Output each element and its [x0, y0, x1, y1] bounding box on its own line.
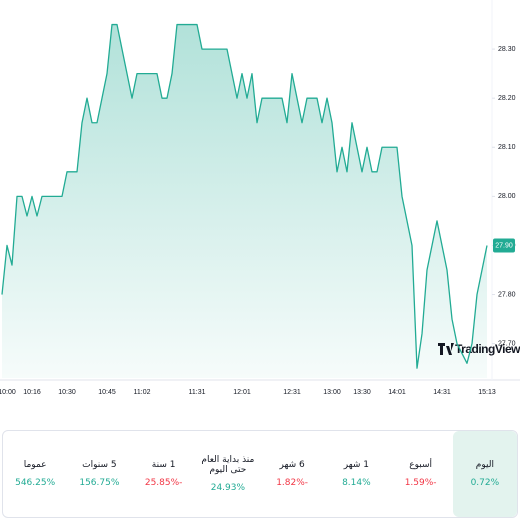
- period-change: 8.14%: [342, 478, 371, 488]
- last-price-badge: [493, 238, 515, 253]
- x-tick-label: 10:45: [98, 389, 116, 396]
- y-tick-label: 27.70: [498, 340, 516, 347]
- y-tick-label: 28.20: [498, 95, 516, 102]
- x-tick-label: 11:02: [134, 389, 151, 396]
- y-tick-label: 28.30: [498, 46, 516, 53]
- period-change: -25.85%: [144, 478, 183, 488]
- period-label: 1 شهر: [343, 460, 370, 470]
- period-change: 0.72%: [470, 478, 500, 488]
- x-tick-label: 12:31: [283, 389, 301, 396]
- period-label: أسبوع: [409, 460, 433, 470]
- period-change: 156.75%: [79, 478, 120, 488]
- x-tick-label: 10:00: [0, 389, 16, 396]
- period-change: -1.59%: [404, 478, 437, 488]
- performance-cell[interactable]: اليوم 0.72%: [452, 431, 517, 517]
- period-label: منذ بداية العام حتى اليوم: [201, 455, 255, 475]
- period-change: 24.93%: [210, 483, 246, 493]
- chart: TradingView 27.7027.8027.9028.0028.1028.…: [0, 0, 520, 396]
- x-tick-label: 13:30: [353, 389, 371, 396]
- x-tick-label: 14:31: [433, 389, 451, 396]
- period-change: 546.25%: [15, 478, 56, 488]
- period-label: 6 شهر: [279, 460, 305, 470]
- performance-cell[interactable]: 1 سنة -25.85%: [132, 431, 196, 517]
- performance-cell[interactable]: منذ بداية العام حتى اليوم 24.93%: [196, 431, 260, 517]
- period-change: -1.82%: [276, 478, 309, 488]
- x-tick-label: 10:30: [58, 389, 76, 396]
- performance-cell[interactable]: 5 سنوات 156.75%: [67, 431, 131, 517]
- y-tick-label: 27.80: [498, 291, 516, 298]
- x-tick-label: 13:00: [323, 389, 341, 396]
- x-tick-label: 15:13: [478, 389, 496, 396]
- last-price-label: 27.90: [495, 242, 513, 249]
- area-fill: [2, 24, 487, 379]
- y-tick-label: 28.10: [498, 144, 516, 151]
- tv-logo: [438, 343, 454, 355]
- performance-cell[interactable]: أسبوع -1.59%: [389, 431, 453, 517]
- x-tick-label: 10:16: [23, 389, 41, 396]
- period-label: عموما: [23, 460, 47, 470]
- period-label: اليوم: [475, 460, 494, 470]
- period-label: 5 سنوات: [82, 460, 117, 470]
- y-tick-label: 28.00: [498, 193, 516, 200]
- performance-strip: اليوم 0.72% أسبوع -1.59% 1 شهر 8.14% 6 شهر -1.8…: [2, 430, 518, 518]
- x-tick-label: 14:01: [388, 389, 406, 396]
- performance-cell[interactable]: 1 شهر 8.14%: [324, 431, 388, 517]
- performance-cell[interactable]: 6 شهر -1.82%: [260, 431, 324, 517]
- x-tick-label: 11:31: [189, 389, 206, 396]
- price-line: [1, 23, 488, 369]
- x-tick-label: 12:01: [233, 389, 251, 396]
- performance-cell[interactable]: عموما 546.25%: [3, 431, 67, 517]
- period-label: 1 سنة: [151, 460, 176, 470]
